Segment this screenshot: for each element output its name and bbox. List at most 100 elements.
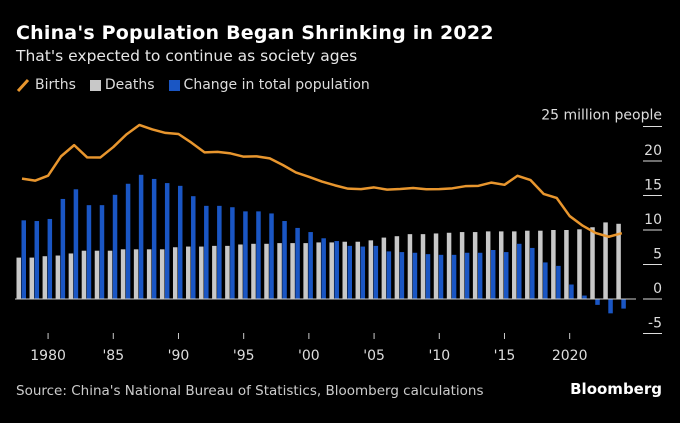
change-bar: [73, 189, 79, 299]
deaths-bar: [107, 250, 113, 299]
deaths-bar: [290, 243, 295, 299]
change-bar: [86, 205, 92, 299]
deaths-bar: [212, 245, 217, 299]
change-bar: [373, 245, 379, 299]
change-bar: [543, 262, 548, 299]
change-bar: [399, 252, 405, 299]
legend-label: Births: [35, 77, 76, 93]
swatch-icon: [89, 79, 101, 91]
y-tick-label: 5: [653, 247, 662, 263]
change-bar: [569, 284, 574, 299]
deaths-bar: [564, 230, 569, 299]
change-bar: [595, 299, 600, 305]
deaths-bar: [199, 246, 204, 299]
x-tick-label: '10: [428, 348, 450, 364]
change-bar: [295, 227, 300, 299]
deaths-bar: [303, 243, 308, 299]
deaths-bar: [29, 257, 35, 299]
deaths-bar: [225, 245, 230, 299]
deaths-bar: [316, 242, 321, 299]
deaths-bar: [446, 232, 452, 299]
change-bar: [151, 178, 157, 299]
change-bar: [503, 252, 509, 299]
deaths-bar: [590, 227, 595, 299]
change-bar: [138, 174, 144, 299]
deaths-bar: [420, 234, 426, 299]
deaths-bar: [159, 249, 165, 299]
bloomberg-logo: Bloomberg: [570, 380, 662, 398]
change-bar: [386, 251, 392, 299]
change-bar: [256, 211, 261, 299]
deaths-bar: [355, 241, 361, 299]
deaths-bar: [551, 230, 556, 299]
change-bar: [177, 185, 183, 299]
deaths-bar: [94, 250, 100, 299]
deaths-bar: [498, 231, 504, 299]
change-bar: [243, 211, 248, 299]
deaths-bar: [42, 256, 48, 299]
y-tick-label: 0: [653, 281, 662, 297]
x-tick-label: '15: [494, 348, 516, 364]
deaths-bar: [381, 237, 387, 299]
change-bar: [282, 221, 287, 299]
deaths-bar: [277, 243, 282, 299]
x-tick-label: 2020: [552, 348, 588, 364]
change-bar: [230, 207, 235, 299]
line-swatch-icon: [16, 78, 30, 92]
deaths-bar: [538, 230, 543, 299]
deaths-bar: [172, 247, 178, 299]
change-bar: [34, 221, 40, 299]
deaths-bar: [472, 232, 478, 299]
swatch-icon: [168, 79, 180, 91]
legend-label: Change in total population: [183, 77, 370, 93]
change-bar: [464, 252, 470, 299]
legend-label: Deaths: [104, 77, 155, 93]
x-tick-label: 1980: [30, 348, 66, 364]
change-bar: [530, 247, 535, 299]
deaths-bar: [407, 234, 413, 299]
y-tick-label: 10: [644, 212, 662, 228]
deaths-bar: [133, 249, 139, 299]
change-bar: [191, 196, 196, 299]
change-bar: [204, 205, 209, 299]
deaths-bar: [525, 230, 530, 299]
deaths-bar: [251, 243, 256, 299]
deaths-bar: [329, 242, 334, 299]
chart-subtitle: That's expected to continue as society a…: [16, 47, 358, 65]
x-tick-label: '85: [102, 348, 124, 364]
source-note: Source: China's National Bureau of Stati…: [16, 383, 484, 399]
legend: Births Deaths Change in total population: [16, 77, 378, 93]
change-bar: [451, 254, 457, 299]
chart-title: China's Population Began Shrinking in 20…: [16, 22, 494, 44]
change-bar: [517, 243, 522, 299]
y-tick-label: 15: [644, 178, 662, 194]
change-bar: [125, 183, 131, 299]
deaths-bar: [433, 233, 439, 299]
x-tick-label: '00: [298, 348, 320, 364]
change-bar: [321, 238, 326, 299]
deaths-bar: [146, 249, 152, 299]
x-tick-label: '95: [233, 348, 255, 364]
deaths-bar: [120, 249, 126, 299]
deaths-bar: [238, 244, 243, 299]
deaths-bar: [342, 241, 347, 299]
change-bar: [438, 254, 444, 299]
change-bar: [60, 198, 66, 299]
deaths-bar: [512, 231, 517, 299]
x-tick-label: '90: [168, 348, 190, 364]
deaths-bar: [186, 246, 191, 299]
y-tick-label: 20: [644, 143, 662, 159]
legend-change: Change in total population: [168, 77, 370, 93]
change-bar: [47, 218, 53, 299]
change-bar: [334, 241, 339, 299]
change-bar: [608, 299, 613, 314]
change-bar: [477, 252, 483, 299]
y-unit-label: 25 million people: [541, 108, 662, 124]
deaths-bar: [368, 240, 374, 299]
change-bar: [99, 205, 105, 299]
deaths-bar: [55, 255, 61, 299]
change-bar: [269, 213, 274, 299]
change-bar: [621, 299, 626, 309]
change-bar: [164, 183, 170, 299]
